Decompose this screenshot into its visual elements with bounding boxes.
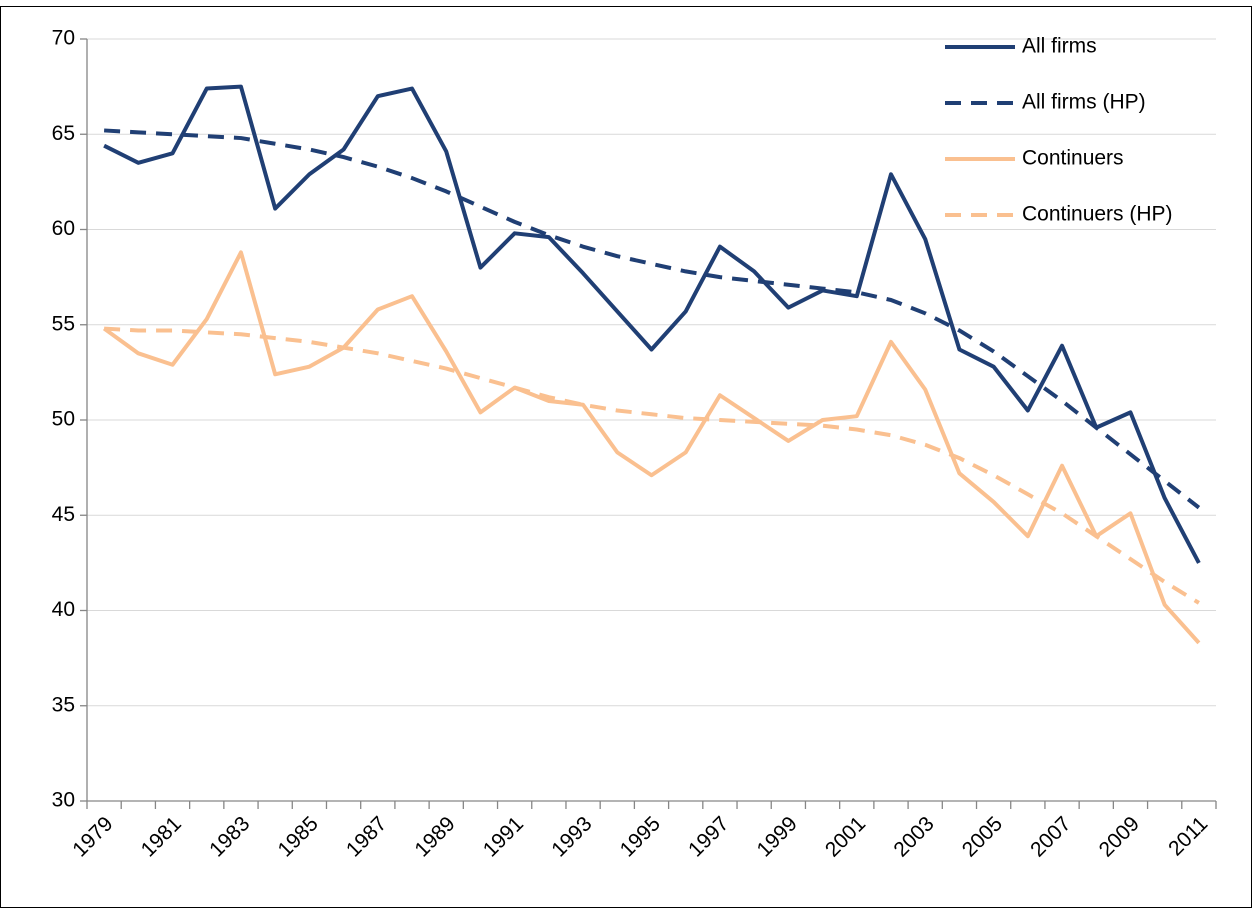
legend-label: Continuers <box>1022 147 1124 170</box>
y-tick-label: 30 <box>52 789 75 812</box>
x-tick-label: 2001 <box>821 812 870 861</box>
series-line <box>103 326 1200 605</box>
x-tick-label: 2011 <box>1164 812 1212 860</box>
x-tick-label: 1999 <box>753 812 802 861</box>
x-tick-label: 2005 <box>958 812 1007 861</box>
series-line <box>103 84 1201 564</box>
legend-label: All firms (HP) <box>1022 91 1146 114</box>
x-tick-label: 1985 <box>274 812 323 861</box>
x-tick-label: 1991 <box>479 812 528 861</box>
x-tick-label: 1997 <box>684 812 733 861</box>
y-tick-label: 70 <box>52 27 75 50</box>
x-tick-label: 1983 <box>205 812 254 861</box>
x-tick-label: 1995 <box>616 812 665 861</box>
legend-label: Continuers (HP) <box>1022 203 1173 226</box>
chart-frame <box>0 6 1252 908</box>
y-tick-label: 60 <box>52 217 75 240</box>
x-tick-label: 1979 <box>68 812 117 861</box>
x-tick-label: 1987 <box>342 812 391 861</box>
x-tick-label: 2007 <box>1026 812 1075 861</box>
y-tick-label: 35 <box>52 693 75 716</box>
y-tick-label: 40 <box>52 598 75 621</box>
y-tick-label: 50 <box>52 408 75 431</box>
y-tick-label: 55 <box>52 312 75 335</box>
x-tick-label: 1993 <box>547 812 596 861</box>
y-tick-label: 65 <box>52 122 75 145</box>
x-tick-label: 1989 <box>410 812 459 861</box>
series-line <box>103 128 1201 510</box>
x-tick-label: 2003 <box>889 812 938 861</box>
x-tick-label: 1981 <box>137 812 186 861</box>
legend-label: All firms <box>1022 35 1097 58</box>
x-tick-label: 2009 <box>1095 812 1144 861</box>
series-line <box>102 250 1201 645</box>
y-tick-label: 45 <box>52 503 75 526</box>
